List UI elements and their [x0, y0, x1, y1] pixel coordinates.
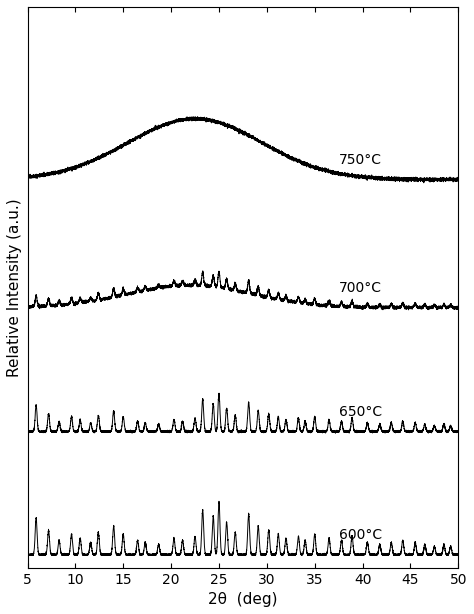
Text: 750°C: 750°C — [338, 154, 382, 168]
Text: 650°C: 650°C — [338, 405, 382, 419]
Text: 700°C: 700°C — [338, 281, 382, 295]
Y-axis label: Relative Intensity (a.u.): Relative Intensity (a.u.) — [7, 198, 22, 376]
Text: 600°C: 600°C — [338, 529, 382, 542]
X-axis label: 2θ  (deg): 2θ (deg) — [208, 592, 278, 607]
